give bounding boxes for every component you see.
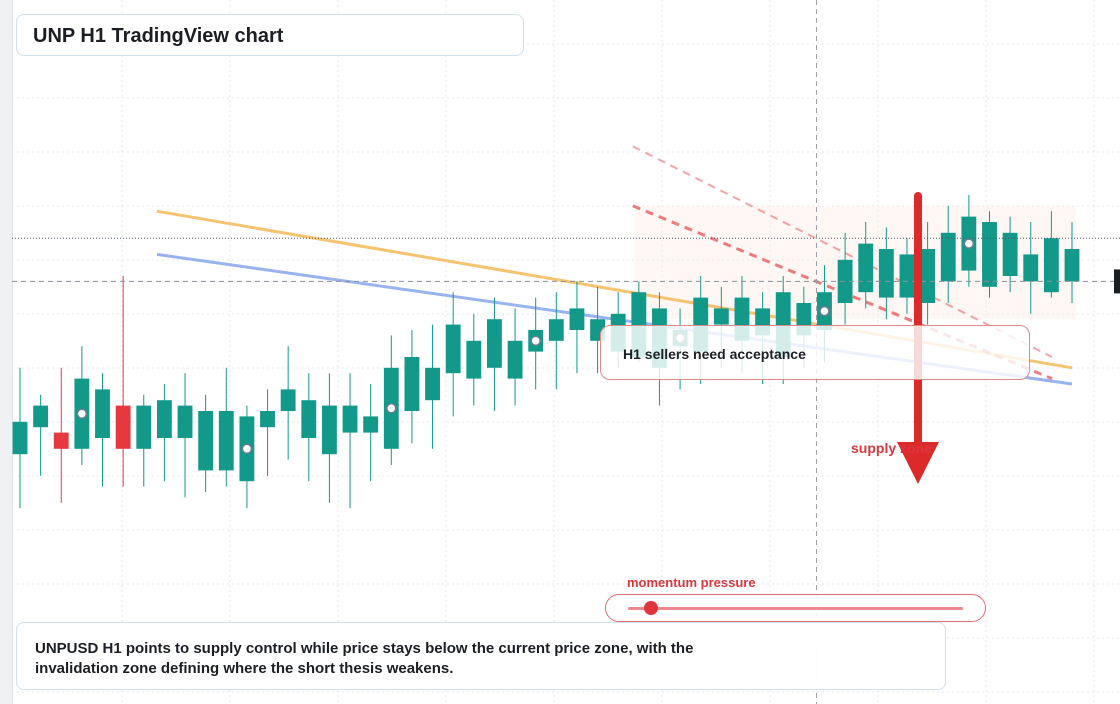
candle-body-up bbox=[363, 416, 379, 433]
momentum-knob[interactable] bbox=[644, 601, 659, 615]
signal-marker bbox=[819, 305, 830, 317]
candle-body-up bbox=[95, 389, 110, 438]
candle-body-up bbox=[425, 367, 440, 401]
candle-body-up bbox=[301, 400, 317, 438]
signal-marker bbox=[76, 408, 88, 419]
candle-body-up bbox=[342, 405, 358, 433]
momentum-meter[interactable] bbox=[605, 594, 986, 622]
candle-body-up bbox=[858, 243, 874, 293]
candle-body-up bbox=[548, 319, 564, 341]
candle-body-up bbox=[982, 222, 997, 287]
candle-body-up bbox=[260, 411, 275, 428]
candle-body-up bbox=[878, 249, 894, 298]
candle-body-up bbox=[218, 411, 234, 471]
candle-body-up bbox=[1023, 254, 1039, 282]
candle-body-up bbox=[487, 319, 502, 368]
candle-body-up bbox=[569, 308, 585, 330]
candle-body-up bbox=[466, 340, 482, 379]
candle-body-up bbox=[1002, 232, 1018, 276]
signal-marker bbox=[386, 403, 397, 414]
candle-body-up bbox=[920, 249, 936, 303]
supply-zone bbox=[634, 205, 1076, 320]
candle-body-up bbox=[156, 400, 172, 438]
supply-zone-label: supply zone bbox=[851, 440, 932, 456]
candle-body-up bbox=[33, 405, 49, 428]
candle-body-up bbox=[445, 324, 461, 374]
candle-body-down bbox=[115, 405, 131, 449]
candle-body-up bbox=[713, 308, 729, 325]
momentum-label: momentum pressure bbox=[627, 575, 756, 590]
candle-body-up bbox=[198, 411, 214, 471]
zone-shading bbox=[634, 205, 1076, 320]
summary-text: UNPUSD H1 points to supply control while… bbox=[35, 640, 694, 677]
candle-body-up bbox=[136, 405, 152, 449]
candle-body-up bbox=[177, 405, 193, 438]
price-tag bbox=[1114, 269, 1120, 294]
chart-title: UNP H1 TradingView chart bbox=[33, 25, 284, 47]
candle-body-up bbox=[12, 421, 28, 455]
signal-marker bbox=[241, 443, 253, 455]
momentum-track bbox=[628, 607, 963, 610]
candle-body-up bbox=[404, 357, 420, 411]
candle-body-down bbox=[53, 432, 69, 449]
signal-marker bbox=[963, 238, 975, 249]
down-arrow-head bbox=[897, 442, 939, 484]
candle-body-up bbox=[280, 389, 296, 411]
summary-panel: UNPUSD H1 points to supply control while… bbox=[16, 622, 946, 690]
signal-text: H1 sellers need acceptance bbox=[623, 346, 806, 362]
left-edge-strip bbox=[0, 0, 13, 704]
candle-body-up bbox=[1043, 238, 1059, 293]
candle-body-up bbox=[940, 232, 956, 282]
candle-body-up bbox=[1064, 249, 1080, 282]
chart-title-panel: UNP H1 TradingView chart bbox=[16, 14, 524, 56]
candle-body-up bbox=[321, 405, 337, 455]
signal-callout: H1 sellers need acceptance bbox=[600, 325, 1030, 380]
candle-body-up bbox=[507, 340, 523, 379]
candle-body-up bbox=[837, 259, 853, 303]
candle-body-up bbox=[899, 254, 915, 298]
signal-marker bbox=[530, 335, 541, 347]
